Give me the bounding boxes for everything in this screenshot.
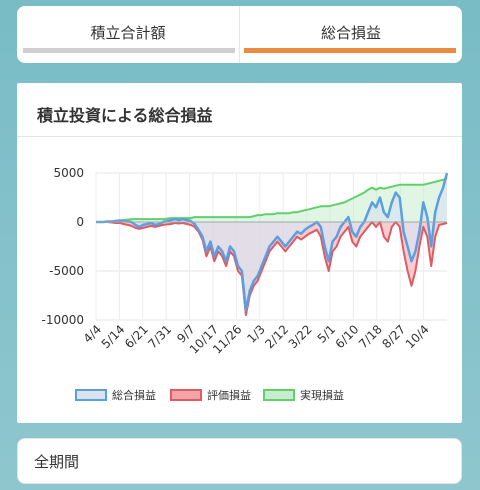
legend-label-series-hyoka: 評価損益	[207, 388, 251, 402]
x-tick-label: 7/18	[356, 322, 385, 351]
y-tick-label: 0	[76, 215, 84, 229]
x-tick-label: 5/14	[99, 322, 128, 351]
y-tick-label: -5000	[49, 264, 84, 278]
tab-total-contribution-label: 積立合計額	[90, 24, 166, 42]
period-selector[interactable]: 全期間	[17, 438, 462, 484]
card-divider	[17, 136, 462, 137]
x-tick-label: 2/12	[262, 322, 291, 351]
series-jitsugen-area	[96, 177, 447, 222]
tab-total-contribution-indicator	[23, 48, 235, 53]
x-tick-label: 7/31	[145, 322, 174, 351]
y-tick-label: 5000	[53, 166, 84, 180]
tab-total-contribution[interactable]: 積立合計額	[17, 6, 240, 63]
x-tick-label: 8/27	[379, 322, 408, 351]
series-jitsugen-line	[96, 177, 448, 223]
legend-swatch-series-hyoka	[170, 389, 202, 401]
legend-label-series-jitsugen: 実現損益	[300, 388, 344, 402]
x-tick-label: 6/10	[333, 322, 362, 351]
legend-label-series-sogo: 総合損益	[112, 388, 156, 402]
tab-bar: 積立合計額 総合損益	[17, 6, 462, 63]
chart-card: 積立投資による総合損益 5000 0 -5000 -10000 4/4 5/14 6/21 7…	[17, 83, 462, 423]
tab-total-profit[interactable]: 総合損益	[240, 6, 462, 63]
series-sogo-area	[96, 173, 447, 311]
legend-swatch-series-sogo	[75, 389, 107, 401]
series-sogo-line	[96, 172, 449, 312]
y-tick-label: -10000	[41, 313, 84, 327]
period-selector-label: 全期間	[34, 452, 80, 471]
x-tick-label: 10/4	[403, 322, 432, 351]
chart-card-title: 積立投資による総合損益	[37, 106, 213, 125]
series-hyoka-line	[96, 221, 448, 317]
tab-total-profit-label: 総合損益	[320, 24, 381, 42]
x-tick-label: 3/22	[286, 322, 315, 351]
tab-total-profit-indicator	[244, 48, 456, 53]
x-tick-label: 6/21	[122, 322, 151, 351]
legend-swatch-series-jitsugen	[263, 389, 295, 401]
